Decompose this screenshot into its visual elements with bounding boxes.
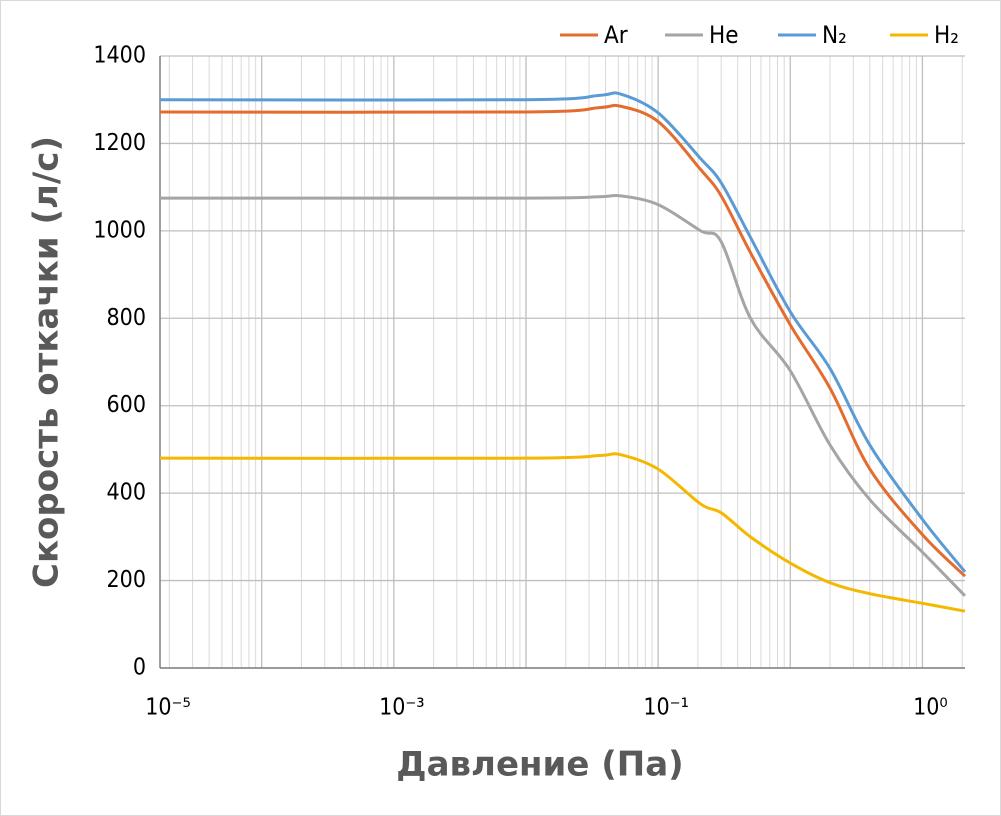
y-tick-label: 400 — [107, 480, 147, 506]
y-axis-label: Скорость откачки (л/с) — [27, 136, 67, 588]
x-tick-label: 10⁻⁵ — [145, 695, 191, 721]
y-tick-label: 800 — [107, 305, 147, 331]
y-tick-label: 1000 — [93, 217, 146, 243]
series-line — [159, 103, 967, 578]
x-tick-label: 10⁻³ — [379, 695, 425, 721]
y-tick-label: 1400 — [93, 43, 146, 69]
y-tick-label: 200 — [107, 567, 147, 593]
legend-label: He — [709, 21, 739, 49]
legend-label: N₂ — [822, 21, 847, 49]
y-tick-label: 0 — [133, 655, 146, 681]
x-axis-label: Давление (Па) — [396, 745, 683, 785]
x-tick-label: 10⁰ — [913, 695, 948, 721]
series-line — [159, 91, 967, 573]
legend-label: Ar — [604, 21, 628, 49]
series-line — [159, 193, 967, 597]
series-line — [159, 452, 966, 613]
y-tick-label: 1200 — [93, 130, 146, 156]
x-tick-label: 10⁻¹ — [643, 695, 689, 721]
y-tick-label: 600 — [107, 392, 147, 418]
legend-label: H₂ — [934, 21, 959, 49]
